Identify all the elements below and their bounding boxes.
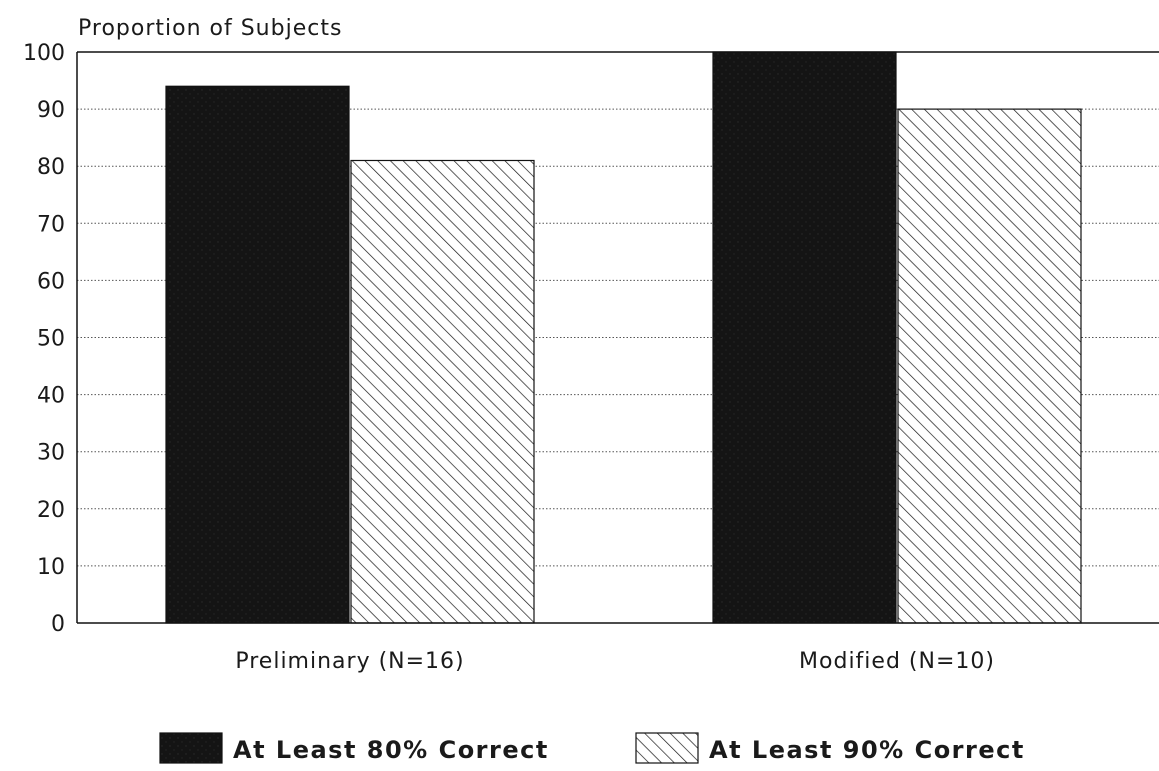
bar [897,108,1082,624]
plot-frame [76,51,1159,624]
legend: At Least 80% Correct At Least 90% Correct [159,732,1025,764]
y-tick-label: 50 [37,327,65,352]
y-tick-labels: 0 10 20 30 40 50 60 70 80 90 100 [23,41,65,637]
y-tick-label: 10 [37,555,65,580]
y-tick-label: 40 [37,384,65,409]
bar [165,85,350,624]
legend-swatch [635,732,699,764]
y-tick-label: 80 [37,155,65,180]
bars [165,51,1082,624]
y-tick-label: 90 [37,98,65,123]
legend-swatch [159,732,223,764]
y-tick-label: 20 [37,498,65,523]
y-tick-label: 30 [37,441,65,466]
y-tick-label: 70 [37,212,65,237]
x-tick-label: Modified (N=10) [799,649,995,674]
x-tick-labels: Preliminary (N=16) Modified (N=10) [235,649,995,674]
y-tick-label: 60 [37,269,65,294]
legend-label: At Least 90% Correct [709,736,1025,764]
x-tick-label: Preliminary (N=16) [235,649,464,674]
bar [350,159,535,624]
bar [712,51,897,624]
y-axis-label: Proportion of Subjects [78,16,342,41]
y-tick-label: 100 [23,41,65,66]
legend-label: At Least 80% Correct [233,736,549,764]
y-tick-label: 0 [51,612,65,637]
